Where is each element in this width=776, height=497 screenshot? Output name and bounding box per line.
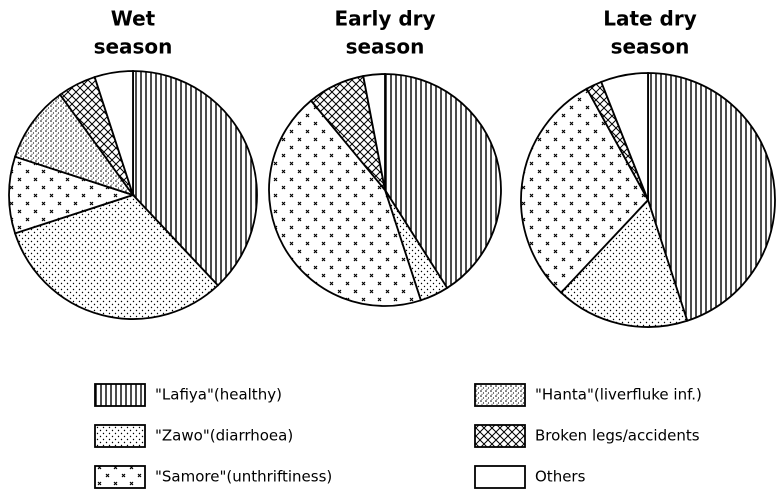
pie-slice (93, 70, 134, 196)
legend-swatch (94, 424, 146, 448)
legend-label: Broken legs/accidents (535, 427, 700, 445)
pie-slice (132, 70, 258, 287)
pie-slice (559, 198, 689, 328)
legend-swatch (474, 465, 526, 489)
pie-slice (8, 155, 136, 235)
pie-slice (268, 99, 422, 307)
chart-title: season (94, 35, 173, 59)
chart-title: season (611, 35, 690, 59)
pie-slice (362, 73, 386, 191)
legend-swatch (94, 465, 146, 489)
pie-slice (13, 93, 136, 197)
pie-slice (520, 87, 650, 294)
chart-title: Early dry (334, 7, 435, 31)
legend-swatch (474, 383, 526, 407)
legend-swatch (94, 383, 146, 407)
chart-title: Late dry (603, 7, 697, 31)
legend-label: "Samore"(unthriftiness) (155, 468, 332, 486)
pie-slice (600, 72, 649, 201)
legend-label: "Zawo"(diarrhoea) (155, 427, 293, 445)
pie-slice (13, 193, 220, 320)
legend-swatch (474, 424, 526, 448)
legend-label: "Hanta"(liverfluke inf.) (535, 386, 702, 404)
chart-title: season (346, 35, 425, 59)
pie-slice (647, 72, 776, 322)
chart-title: Wet (111, 7, 156, 31)
legend-label: "Lafiya"(healthy) (155, 386, 282, 404)
legend-label: Others (535, 468, 586, 486)
